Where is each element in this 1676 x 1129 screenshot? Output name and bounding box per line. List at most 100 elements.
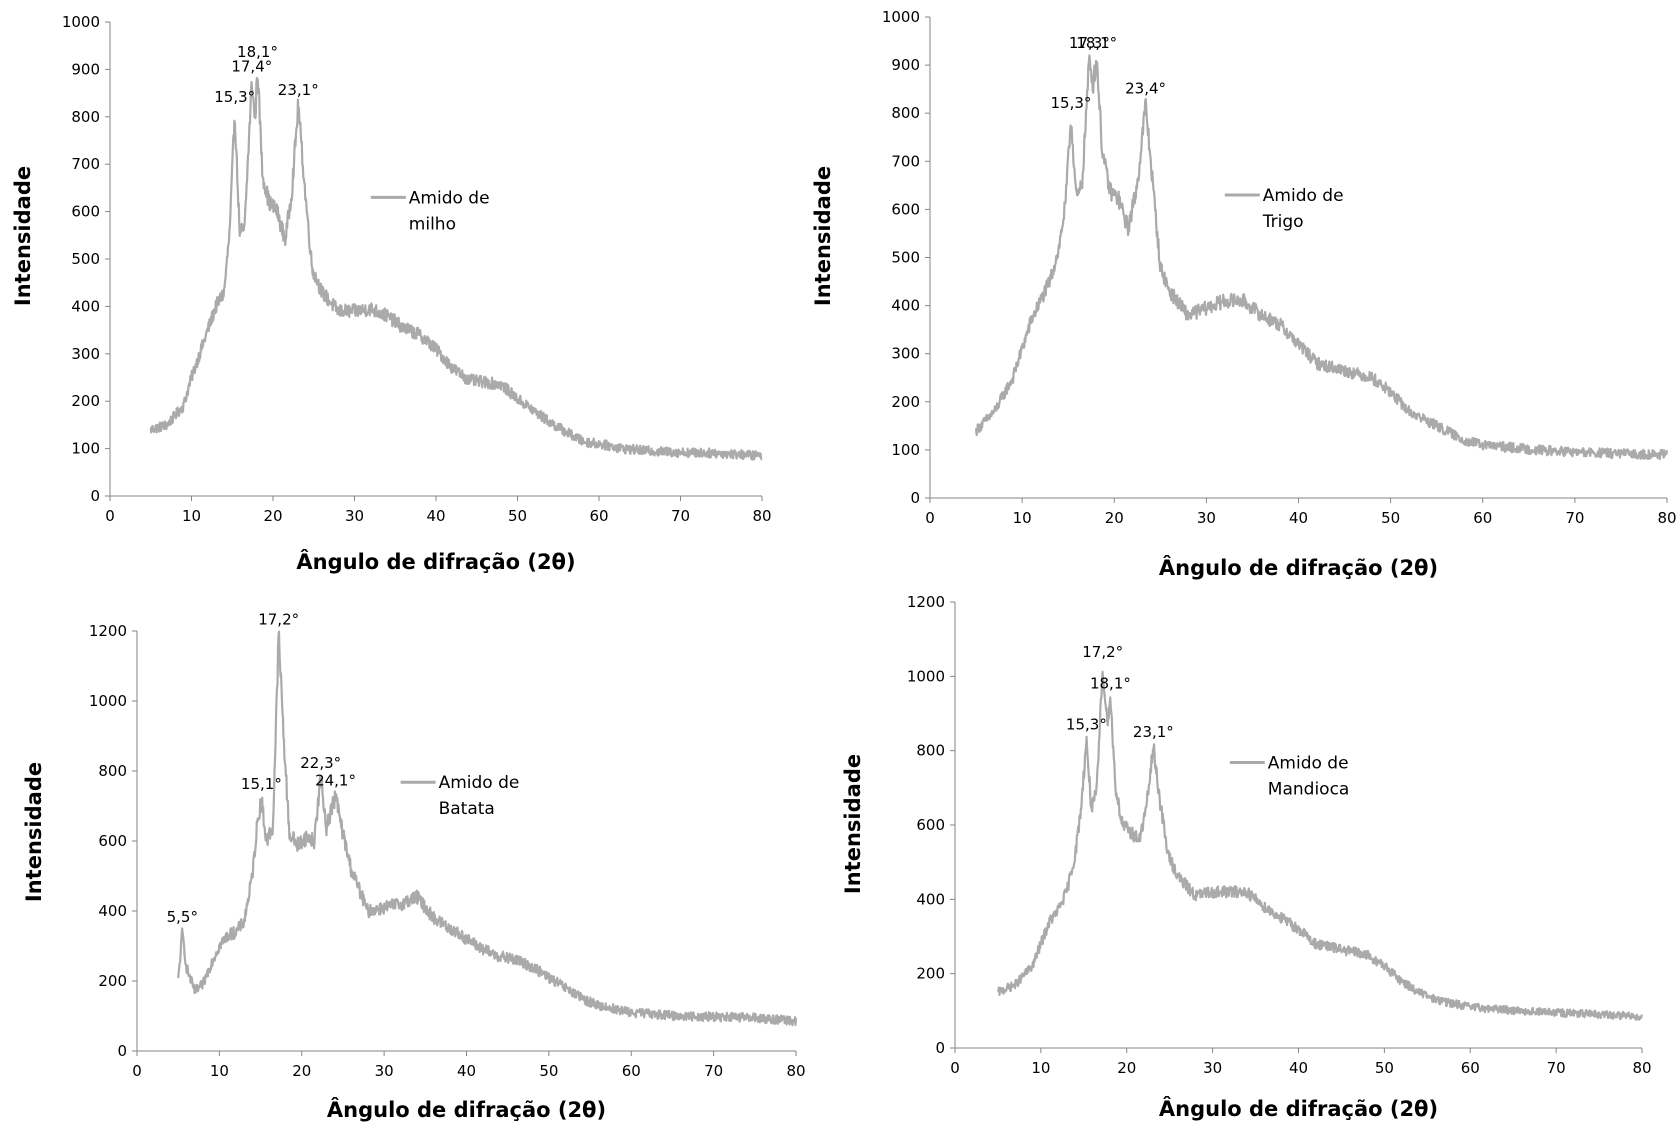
peak-label: 17,3° [1069,34,1110,52]
x-tick-label: 10 [1013,509,1032,527]
y-tick-label: 0 [117,1042,127,1060]
y-tick-label: 700 [891,152,920,170]
diffraction-series-line [974,54,1669,461]
y-tick-label: 800 [98,762,127,780]
y-tick-label: 600 [916,816,945,834]
peak-label: 18,1° [237,43,278,61]
x-tick-label: 40 [1289,1059,1308,1077]
peak-label: 15,1° [241,775,282,793]
x-tick-label: 80 [1657,509,1676,527]
y-tick-label: 400 [71,297,100,315]
y-tick-label: 600 [891,200,920,218]
x-tick-label: 30 [375,1062,394,1080]
x-tick-label: 80 [786,1062,805,1080]
y-tick-label: 800 [891,104,920,122]
x-tick-label: 60 [589,507,608,525]
x-tick-label: 30 [1197,509,1216,527]
chart-panel-1: 0 10 20 30 40 50 60 70 8001002003004005006007008… [11,13,772,574]
peak-label: 18,1° [1090,675,1131,693]
x-tick-label: 10 [182,507,201,525]
x-axis-title: Ângulo de difração (2θ) [327,1097,606,1122]
x-tick-label: 40 [457,1062,476,1080]
x-tick-label: 50 [1375,1059,1394,1077]
peak-label: 23,1° [1133,723,1174,741]
legend-label: Amido de milho [409,188,490,234]
peak-label: 17,2° [258,611,299,629]
x-tick-label: 50 [539,1062,558,1080]
x-tick-label: 10 [210,1062,229,1080]
peak-label: 15,3° [1066,716,1107,734]
x-tick-label: 30 [1203,1059,1222,1077]
x-axis-title: Ângulo de difração (2θ) [296,549,575,574]
peak-label: 22,3° [300,754,341,772]
y-tick-label: 200 [916,965,945,983]
y-tick-label: 1000 [907,667,945,685]
y-axis-title: Intensidade [22,762,46,902]
peak-label: 17,2° [1082,643,1123,661]
x-tick-label: 20 [1105,509,1124,527]
peak-label: 17,4° [231,57,272,75]
y-tick-label: 200 [71,392,100,410]
peak-label: 18,1° [1076,34,1117,52]
y-tick-label: 1200 [907,593,945,611]
y-tick-label: 800 [71,108,100,126]
x-axis-title: Ângulo de difração (2θ) [1159,555,1438,580]
y-axis-title: Intensidade [11,166,35,306]
x-tick-label: 50 [508,507,527,525]
y-tick-label: 300 [71,345,100,363]
diffraction-series-line [177,630,798,1027]
peak-label: 24,1° [315,772,356,790]
x-tick-label: 60 [1473,509,1492,527]
x-tick-label: 20 [1117,1059,1136,1077]
y-tick-label: 1000 [62,13,100,31]
y-tick-label: 900 [891,56,920,74]
x-tick-label: 40 [426,507,445,525]
x-tick-label: 10 [1031,1059,1050,1077]
chart-panel-3: 0 10 20 30 40 50 60 70 80020040060080010001200Ân… [22,611,806,1123]
y-tick-label: 0 [910,489,920,507]
x-tick-label: 70 [671,507,690,525]
y-tick-label: 700 [71,155,100,173]
legend-label: Amido de Batata [439,773,520,819]
x-tick-label: 70 [1547,1059,1566,1077]
peak-label: 5,5° [167,908,198,926]
x-tick-label: 80 [1632,1059,1651,1077]
chart-panel-4: 0 10 20 30 40 50 60 70 80020040060080010001200Ân… [841,593,1652,1121]
chart-panel-2: 0 10 20 30 40 50 60 70 8001002003004005006007008… [811,8,1676,580]
x-tick-label: 0 [950,1059,960,1077]
y-tick-label: 1200 [89,622,127,640]
legend-label: Amido de Mandioca [1268,754,1350,800]
y-tick-label: 400 [98,902,127,920]
y-tick-label: 1000 [882,8,920,26]
x-tick-label: 30 [345,507,364,525]
x-tick-label: 60 [622,1062,641,1080]
x-tick-label: 60 [1461,1059,1480,1077]
x-tick-label: 40 [1289,509,1308,527]
x-tick-label: 20 [263,507,282,525]
y-tick-label: 500 [71,250,100,268]
y-tick-label: 600 [71,203,100,221]
y-tick-label: 0 [935,1039,945,1057]
peak-label: 15,3° [1050,94,1091,112]
y-tick-label: 200 [98,972,127,990]
y-tick-label: 0 [90,487,100,505]
y-axis-title: Intensidade [841,754,865,894]
x-tick-label: 70 [1565,509,1584,527]
x-tick-label: 80 [752,507,771,525]
y-axis-title: Intensidade [811,166,835,306]
y-tick-label: 100 [71,440,100,458]
legend-label: Amido de Trigo [1262,186,1344,232]
peak-label: 23,1° [278,81,319,99]
y-tick-label: 400 [916,890,945,908]
x-tick-label: 20 [292,1062,311,1080]
x-tick-label: 0 [105,507,115,525]
peak-label: 15,3° [214,88,255,106]
y-tick-label: 400 [891,297,920,315]
y-tick-label: 900 [71,60,100,78]
y-tick-label: 600 [98,832,127,850]
y-tick-label: 1000 [89,692,127,710]
x-tick-label: 0 [925,509,935,527]
diffraction-series-line [149,76,763,461]
peak-label: 23,4° [1125,80,1166,98]
